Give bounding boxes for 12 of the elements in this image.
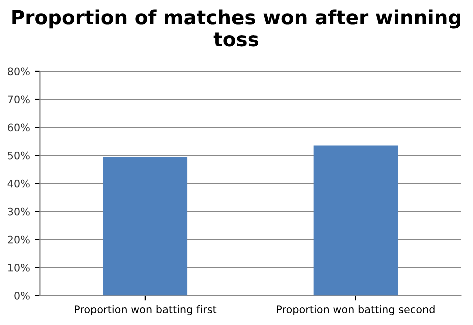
y-tick-label: 10% [8, 264, 30, 272]
x-tick-label: Proportion won batting first [75, 305, 217, 316]
y-tick-label: 40% [8, 180, 30, 188]
y-tick-label: 70% [8, 96, 30, 104]
y-tick-label: 80% [8, 68, 30, 76]
chart-title: Proportion of matches won after winning toss [12, 10, 460, 47]
y-tick-label: 0% [14, 292, 30, 300]
y-tick-label: 20% [8, 236, 30, 244]
y-tick-label: 50% [8, 152, 30, 160]
y-tick-label: 30% [8, 208, 30, 216]
x-tick-label: Proportion won batting second [277, 305, 435, 316]
y-tick-label: 60% [8, 124, 30, 132]
